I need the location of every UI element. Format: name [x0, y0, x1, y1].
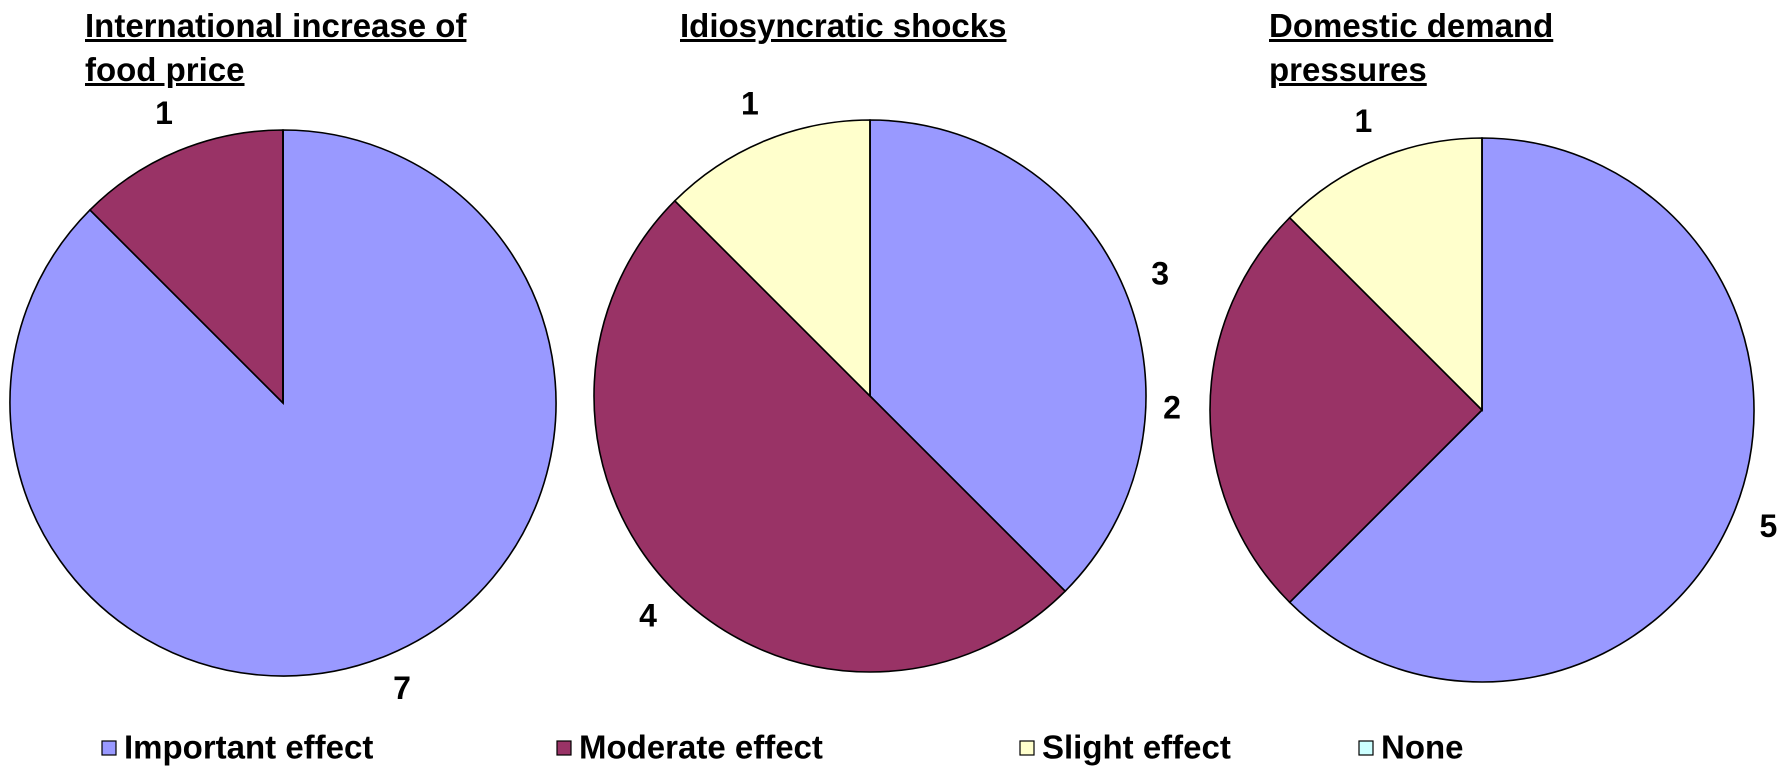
legend-swatch: [556, 740, 572, 756]
pie-slice: [1209, 216, 1484, 604]
data-label: 2: [1163, 389, 1181, 425]
data-label: 7: [393, 670, 411, 706]
legend-swatch: [1019, 740, 1035, 756]
pie-slice: [88, 129, 284, 405]
pie-slice: [673, 119, 871, 398]
data-label: 5: [1760, 508, 1778, 544]
legend-label: None: [1381, 729, 1464, 766]
legend-label: Important effect: [124, 729, 373, 766]
data-label: 3: [1151, 255, 1169, 291]
pie-slice: [869, 119, 1147, 593]
legend-swatch: [1358, 740, 1374, 756]
data-label: 4: [639, 597, 657, 633]
legend-label: Slight effect: [1042, 729, 1231, 766]
pie-slice: [1288, 137, 1483, 412]
data-label: 1: [1354, 103, 1372, 139]
legend-label: Moderate effect: [579, 729, 823, 766]
chart-title: Idiosyncratic shocks: [680, 7, 1007, 44]
chart-title: International increase of food price: [85, 7, 467, 88]
chart-title: Domestic demand pressures: [1269, 7, 1554, 88]
pie-slice: [593, 199, 1067, 673]
data-label: 1: [741, 85, 759, 121]
data-label: 1: [155, 95, 173, 131]
pie-slice: [1288, 137, 1755, 683]
legend-swatch: [101, 740, 117, 756]
